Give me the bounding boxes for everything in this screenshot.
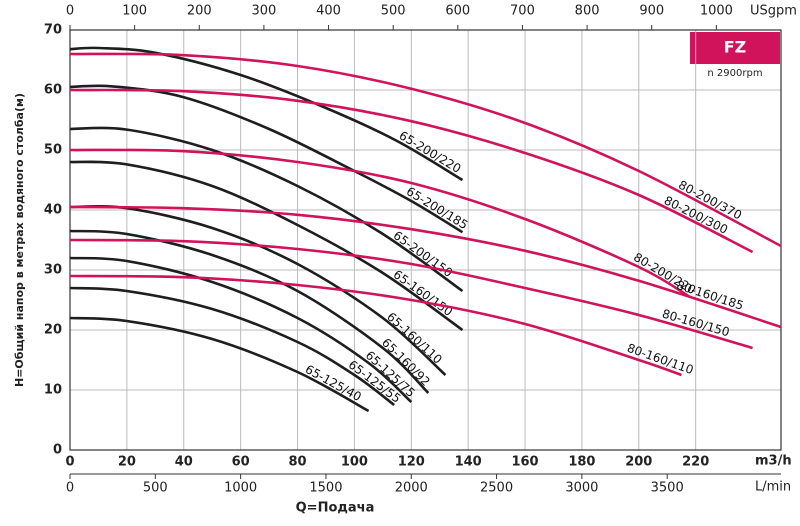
x-tick-label: 20 xyxy=(118,455,136,470)
x2-tick-label: 1500 xyxy=(309,481,342,496)
x-tick-label: 180 xyxy=(568,455,595,470)
x-tick-label: 120 xyxy=(398,455,425,470)
x-tick-label: 160 xyxy=(511,455,538,470)
y-axis-label: H=Общий напор в метрах водяного столба(м… xyxy=(13,93,26,387)
x3-tick-label: 800 xyxy=(575,4,600,19)
x3-tick-label: 600 xyxy=(445,4,470,19)
x-tick-label: 220 xyxy=(682,455,709,470)
curve xyxy=(69,84,464,234)
y-tick-label: 10 xyxy=(44,383,62,398)
x3-tick-label: 700 xyxy=(510,4,535,19)
x-unit: m3/h xyxy=(755,454,792,469)
x2-tick-label: 2000 xyxy=(395,481,428,496)
x3-tick-label: 200 xyxy=(187,4,212,19)
x-tick-label: 200 xyxy=(625,455,652,470)
curve xyxy=(69,46,464,182)
x3-tick-label: 900 xyxy=(639,4,664,19)
y-tick-label: 0 xyxy=(53,443,62,458)
x3-tick-label: 100 xyxy=(122,4,147,19)
y-tick-label: 30 xyxy=(44,263,62,278)
x3-unit: USgpm xyxy=(750,4,797,19)
x-tick-label: 0 xyxy=(65,455,74,470)
x2-tick-label: 500 xyxy=(143,481,168,496)
x3-tick-label: 500 xyxy=(381,4,406,19)
curve-label: 65-200/185 xyxy=(404,184,471,232)
x-tick-label: 80 xyxy=(288,455,306,470)
x2-tick-label: 1000 xyxy=(224,481,257,496)
x-tick-label: 100 xyxy=(341,455,368,470)
curve xyxy=(69,205,782,329)
x3-tick-label: 0 xyxy=(66,4,74,19)
x3-tick-label: 400 xyxy=(316,4,341,19)
curve xyxy=(69,229,430,394)
x-tick-label: 140 xyxy=(455,455,482,470)
x2-unit: L/min xyxy=(755,480,791,495)
x-tick-label: 40 xyxy=(175,455,193,470)
curve xyxy=(69,88,754,254)
x2-tick-label: 3500 xyxy=(651,481,684,496)
curve-label: 65-200/220 xyxy=(397,128,464,176)
y-tick-label: 20 xyxy=(44,323,62,338)
x2-tick-label: 3000 xyxy=(565,481,598,496)
curve xyxy=(69,286,395,407)
y-tick-label: 40 xyxy=(44,203,62,218)
x-tick-label: 60 xyxy=(232,455,250,470)
x-axis-label: Q=Подача xyxy=(296,501,375,516)
y-tick-label: 60 xyxy=(44,83,62,98)
x2-tick-label: 2500 xyxy=(480,481,513,496)
curve xyxy=(69,52,782,248)
curve xyxy=(69,256,413,403)
x3-tick-label: 300 xyxy=(251,4,276,19)
x2-tick-label: 0 xyxy=(66,481,74,496)
curve xyxy=(69,160,464,332)
curve xyxy=(69,126,464,293)
badge-box xyxy=(690,32,780,64)
y-tick-label: 50 xyxy=(44,143,62,158)
badge: FZ xyxy=(724,38,747,57)
y-tick-label: 70 xyxy=(44,23,62,38)
speed: n 2900rpm xyxy=(707,68,762,79)
curve xyxy=(69,238,753,350)
x3-tick-label: 1000 xyxy=(700,4,733,19)
curve xyxy=(69,148,691,299)
curve xyxy=(69,316,370,413)
curve xyxy=(69,274,682,377)
